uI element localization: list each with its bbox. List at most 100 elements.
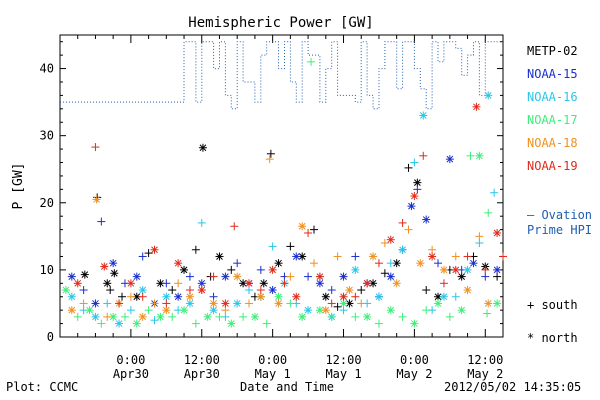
data-point: [215, 252, 224, 261]
data-point: [413, 185, 422, 194]
data-point: [245, 286, 254, 295]
data-point: [174, 292, 183, 301]
data-point: [434, 299, 443, 308]
data-point: [481, 265, 490, 274]
data-point: [239, 312, 248, 321]
data-point: [439, 265, 448, 274]
data-point: [466, 151, 475, 160]
data-point: [191, 319, 200, 328]
data-point: [386, 259, 395, 268]
data-point: [493, 299, 502, 308]
data-point: [209, 306, 218, 315]
data-point: [168, 286, 177, 295]
data-point: [126, 306, 135, 315]
data-point: [475, 232, 484, 241]
x-tick-label-date: May 2: [467, 367, 503, 381]
data-point: [339, 306, 348, 315]
data-point: [315, 279, 324, 288]
data-point: [268, 286, 277, 295]
data-point: [197, 279, 206, 288]
data-point: [97, 217, 106, 226]
data-point: [481, 272, 490, 281]
data-point: [386, 235, 395, 244]
data-point: [126, 292, 135, 301]
data-point: [451, 252, 460, 261]
data-point: [91, 299, 100, 308]
data-point: [445, 155, 454, 164]
data-point: [67, 272, 76, 281]
data-point: [407, 202, 416, 211]
data-point: [174, 279, 183, 288]
data-point: [162, 292, 171, 301]
data-point: [67, 292, 76, 301]
data-point: [345, 286, 354, 295]
data-point: [268, 265, 277, 274]
data-point: [457, 272, 466, 281]
data-point: [416, 259, 425, 268]
data-point: [103, 279, 112, 288]
x-tick-label-date: Apr30: [113, 367, 149, 381]
data-point: [109, 312, 118, 321]
data-point: [307, 57, 316, 66]
legend-entry: NOAA-19: [527, 159, 578, 173]
data-point: [245, 299, 254, 308]
data-point: [132, 272, 141, 281]
data-point: [484, 208, 493, 217]
legend-entry: METP-02: [527, 44, 578, 58]
data-point: [256, 265, 265, 274]
data-point: [197, 218, 206, 227]
y-axis: 0 10 20 30 40: [40, 41, 503, 344]
data-point: [286, 299, 295, 308]
data-point: [292, 292, 301, 301]
data-point: [369, 252, 378, 261]
symbol-key-north: * north: [527, 331, 578, 345]
data-point: [174, 259, 183, 268]
data-point: [439, 279, 448, 288]
data-point: [413, 178, 422, 187]
data-point: [386, 272, 395, 281]
data-point: [259, 279, 268, 288]
data-point: [144, 249, 153, 258]
legend-entry: NOAA-18: [527, 136, 578, 150]
data-point: [327, 312, 336, 321]
data-point: [398, 312, 407, 321]
data-point: [91, 143, 100, 152]
data-point: [185, 299, 194, 308]
data-point: [274, 259, 283, 268]
data-point: [422, 215, 431, 224]
data-point: [79, 299, 88, 308]
data-point: [262, 319, 271, 328]
data-point: [138, 312, 147, 321]
data-point: [499, 252, 507, 261]
data-point: [469, 259, 478, 268]
data-point: [115, 319, 124, 328]
footer-plot-source: Plot: CCMC: [6, 380, 79, 394]
data-point: [168, 312, 177, 321]
data-point: [410, 192, 419, 201]
data-point: [67, 306, 76, 315]
data-point: [286, 272, 295, 281]
data-point: [180, 265, 189, 274]
data-point: [150, 299, 159, 308]
data-point: [422, 286, 431, 295]
data-point: [162, 306, 171, 315]
data-point: [144, 306, 153, 315]
data-point: [100, 262, 109, 271]
data-point: [227, 319, 236, 328]
data-point: [185, 292, 194, 301]
data-point: [357, 286, 366, 295]
data-point: [280, 279, 289, 288]
data-point: [274, 299, 283, 308]
legend-entry: NOAA-17: [527, 113, 578, 127]
x-tick-label-time: 0:00: [258, 353, 287, 367]
data-point: [138, 252, 147, 261]
data-point: [162, 279, 171, 288]
data-point: [250, 312, 259, 321]
data-point: [463, 252, 472, 261]
data-point: [150, 245, 159, 254]
data-point: [410, 158, 419, 167]
data-point: [233, 299, 242, 308]
data-point: [191, 245, 200, 254]
data-point: [118, 292, 127, 301]
